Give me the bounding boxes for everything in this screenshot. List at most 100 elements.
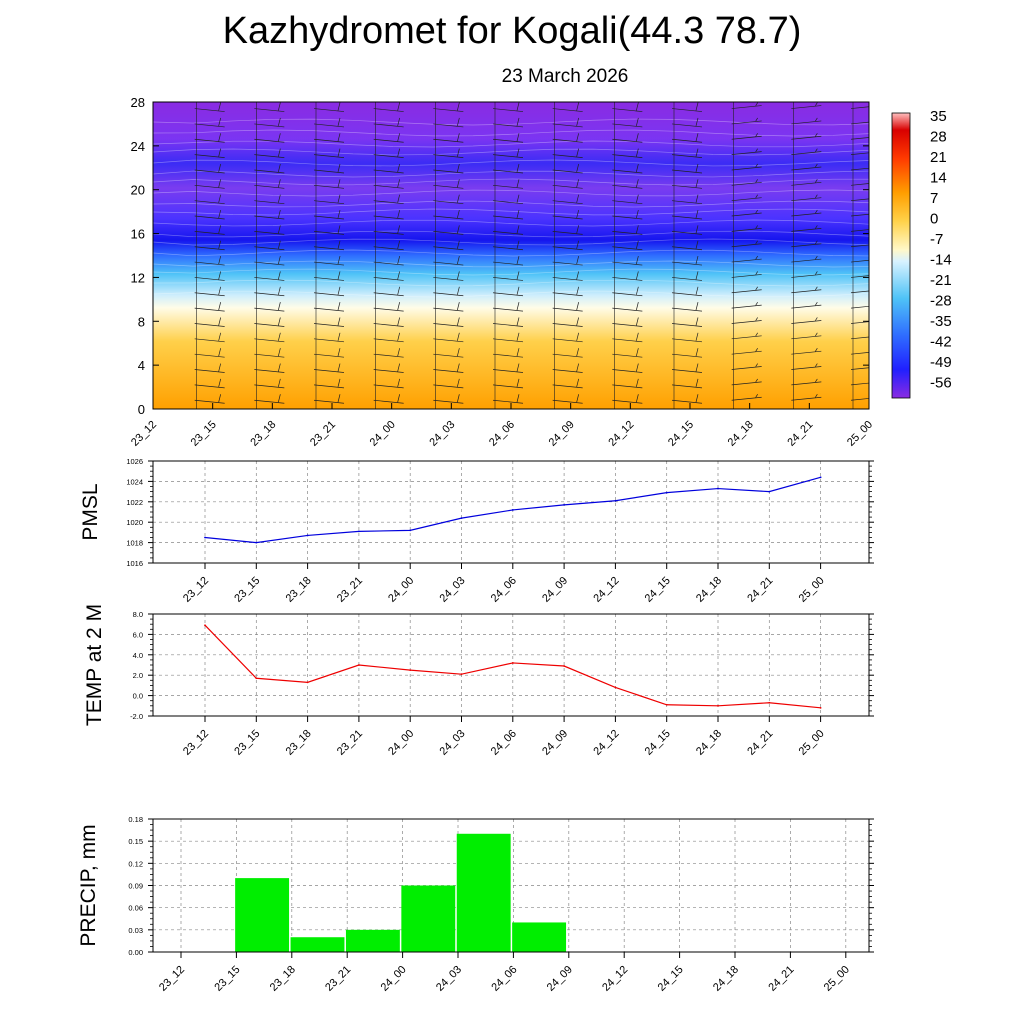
- wind-barb: [850, 352, 869, 355]
- wind-barb: [492, 338, 524, 343]
- wind-barb-flag: [755, 301, 758, 306]
- wind-barb: [194, 231, 225, 235]
- wind-barb-flag: [277, 271, 281, 280]
- wind-barb: [731, 197, 762, 202]
- wind-barb-flag: [695, 194, 699, 203]
- data-point: [460, 673, 463, 676]
- colorbar-label: -49: [930, 354, 952, 371]
- wind-barb-flag: [815, 394, 818, 398]
- wind-barb-flag: [277, 209, 281, 219]
- data-point: [614, 686, 617, 689]
- wind-barb: [254, 231, 285, 235]
- wind-barb: [194, 261, 225, 266]
- colorbar-label: -35: [930, 313, 952, 330]
- wind-barb: [373, 215, 404, 220]
- wind-barb: [313, 169, 345, 174]
- wind-barb: [373, 246, 404, 251]
- wind-barb-flag: [635, 148, 639, 157]
- wind-barb-flag: [635, 348, 639, 357]
- wind-barb-flag: [875, 333, 877, 336]
- wind-barb: [492, 138, 524, 143]
- wind-barb: [850, 290, 869, 294]
- wind-barb: [612, 138, 643, 143]
- data-point: [614, 499, 617, 502]
- x-tick-label: 24_00: [368, 419, 398, 449]
- wind-barb: [731, 335, 762, 340]
- wind-barb: [552, 200, 583, 205]
- wind-barb-flag: [815, 148, 818, 153]
- x-tick-label: 24_09: [540, 575, 570, 605]
- wind-barb-flag: [695, 332, 699, 341]
- wind-barb: [731, 228, 762, 232]
- wind-barb-flag: [277, 302, 281, 311]
- data-point: [665, 703, 668, 706]
- wind-barb-flag: [337, 133, 341, 142]
- wind-barb-flag: [755, 347, 758, 352]
- wind-barb-flag: [576, 348, 580, 357]
- x-tick-label: 24_12: [591, 575, 621, 605]
- wind-barb: [433, 384, 464, 389]
- wind-barb: [552, 184, 583, 189]
- wind-barb-flag: [695, 209, 699, 219]
- wind-barb-flag: [695, 286, 699, 295]
- x-tick-label: 24_18: [694, 575, 724, 605]
- colorbar-label: 0: [930, 211, 938, 228]
- wind-barb: [552, 138, 583, 143]
- wind-barb-flag: [815, 102, 818, 106]
- wind-barb-flag: [337, 194, 341, 203]
- wind-barb-flag: [815, 332, 818, 337]
- wind-barb: [313, 154, 345, 158]
- wind-barb: [612, 154, 643, 158]
- wind-barb: [433, 353, 464, 358]
- colorbar-label: 14: [930, 170, 947, 187]
- wind-barb: [612, 292, 643, 297]
- x-tick-label: 24_18: [726, 419, 756, 449]
- colorbar-label: -28: [930, 293, 952, 310]
- wind-barb-flag: [397, 240, 401, 249]
- wind-barb: [313, 123, 345, 128]
- wind-barb-flag: [397, 225, 401, 234]
- wind-barb: [612, 231, 643, 235]
- wind-barb-flag: [815, 209, 818, 214]
- wind-barb: [492, 307, 524, 312]
- wind-barb: [612, 184, 643, 189]
- colorbar: 35 28 21 14 7 0 -7 -14 -21 -28 -35 -42 -49 -56: [891, 108, 952, 399]
- x-tick-label: 23_15: [232, 575, 262, 605]
- y-tick-label: 1024: [126, 477, 143, 486]
- x-tick-label: 24_18: [694, 728, 724, 758]
- wind-barb-flag: [397, 179, 401, 188]
- data-point: [204, 624, 206, 627]
- wind-barb-flag: [397, 348, 401, 357]
- y-axis-label: TEMP at 2 M: [83, 604, 106, 726]
- wind-barb: [791, 135, 822, 140]
- data-point: [717, 704, 719, 707]
- wind-barb: [373, 292, 404, 297]
- wind-barb: [433, 123, 464, 128]
- wind-barb-flag: [755, 179, 758, 183]
- wind-barb-flag: [635, 240, 639, 249]
- panel-frame: [152, 460, 870, 564]
- contour-line: [153, 238, 869, 246]
- x-tick-label: 24_12: [606, 419, 636, 449]
- wind-barb: [671, 292, 703, 297]
- wind-barb: [433, 215, 464, 220]
- x-tick-label: 24_03: [438, 575, 468, 605]
- wind-barb-flag: [516, 194, 520, 203]
- wind-barb: [850, 367, 869, 370]
- x-tick-label: 23_21: [323, 964, 353, 994]
- wind-barb-flag: [576, 394, 580, 403]
- contour-line: [153, 230, 869, 238]
- wind-barb: [373, 138, 404, 143]
- x-tick-label: 24_21: [745, 728, 775, 758]
- y-tick-label: 16: [131, 227, 145, 242]
- wind-barb-flag: [218, 133, 222, 142]
- wind-barb: [552, 123, 583, 128]
- wind-barb-flag: [397, 148, 401, 157]
- wind-barb-flag: [815, 378, 818, 383]
- wind-barb-flag: [576, 225, 580, 234]
- wind-barb: [612, 323, 643, 327]
- wind-barb-flag: [695, 102, 699, 111]
- wind-barb-flag: [456, 394, 460, 403]
- data-point: [819, 706, 822, 709]
